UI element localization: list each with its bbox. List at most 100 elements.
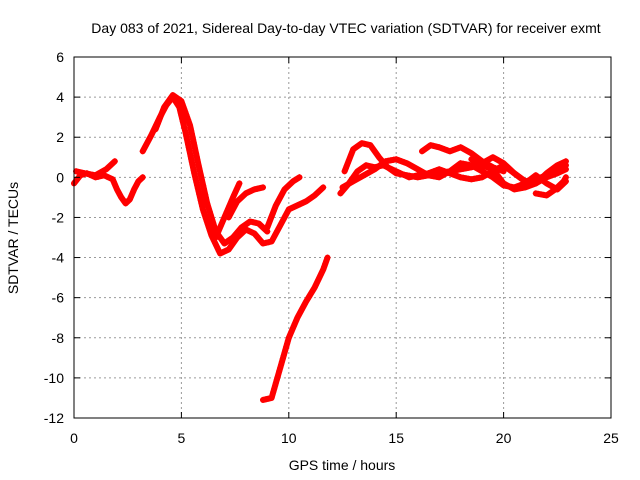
data-point-marker — [182, 127, 188, 134]
data-point-marker — [188, 127, 195, 134]
data-point-marker — [560, 167, 566, 174]
data-point-marker — [217, 223, 224, 229]
data-point-marker — [455, 173, 461, 180]
data-point-marker — [188, 130, 195, 137]
data-point-marker — [265, 395, 272, 402]
data-point-marker — [222, 247, 229, 254]
data-point-marker — [206, 208, 213, 215]
data-point-marker — [265, 221, 272, 228]
data-point-marker — [316, 274, 323, 281]
data-point-marker — [444, 147, 451, 154]
data-point-marker — [268, 394, 275, 401]
data-point-marker — [103, 173, 110, 180]
data-point-marker — [187, 153, 194, 160]
data-point-marker — [106, 175, 113, 181]
data-point-marker — [141, 145, 148, 152]
data-point-marker — [364, 141, 371, 148]
data-point-marker — [198, 174, 205, 180]
data-point-marker — [248, 187, 255, 194]
data-point-marker — [347, 154, 353, 161]
data-point-marker — [199, 179, 206, 186]
data-point-marker — [208, 214, 215, 221]
data-point-marker — [196, 191, 203, 198]
plot-frame — [73, 56, 612, 419]
data-point-marker — [430, 142, 437, 149]
data-point-marker — [196, 165, 203, 172]
data-point-marker — [194, 185, 201, 192]
y-tick-label: 0 — [56, 169, 64, 185]
data-point-marker — [194, 156, 201, 163]
data-point-marker — [278, 358, 285, 365]
series-arc-8 — [260, 254, 331, 403]
data-point-marker — [301, 301, 308, 308]
data-point-marker — [202, 215, 209, 222]
data-point-marker — [543, 174, 550, 181]
data-point-marker — [185, 116, 192, 123]
y-tick-label: -6 — [52, 290, 65, 306]
data-point-marker — [185, 144, 192, 151]
data-point-marker — [187, 122, 193, 129]
data-point-marker — [266, 219, 273, 225]
data-point-marker — [214, 231, 220, 238]
data-point-marker — [252, 219, 259, 226]
data-point-marker — [211, 222, 217, 229]
data-point-marker — [190, 164, 197, 171]
data-point-marker — [236, 180, 243, 187]
y-tick-label: -4 — [52, 250, 65, 266]
series-arc-5 — [212, 180, 243, 241]
data-point-marker — [199, 206, 206, 213]
data-point-marker — [320, 184, 327, 191]
data-point-marker — [343, 162, 350, 169]
data-point-marker — [114, 186, 120, 193]
data-point-marker — [287, 331, 293, 338]
data-point-marker — [212, 240, 219, 247]
data-point-marker — [452, 146, 459, 153]
y-tick-label: -2 — [52, 209, 65, 225]
data-point-marker — [254, 185, 261, 192]
data-point-marker — [233, 186, 240, 192]
data-point-marker — [231, 203, 238, 210]
data-point-marker — [441, 146, 448, 153]
data-point-marker — [158, 112, 164, 119]
data-point-marker — [251, 186, 258, 193]
data-point-marker — [288, 205, 295, 212]
data-point-marker — [220, 217, 227, 224]
data-point-marker — [479, 162, 486, 169]
data-point-marker — [206, 226, 213, 233]
data-point-marker — [275, 225, 282, 232]
data-point-marker — [265, 239, 272, 246]
data-point-marker — [199, 203, 206, 210]
data-point-marker — [289, 326, 296, 333]
data-point-marker — [280, 217, 287, 224]
data-point-marker — [204, 200, 211, 207]
data-point-marker — [226, 203, 233, 209]
data-point-marker — [202, 194, 209, 201]
data-point-marker — [205, 223, 212, 230]
data-point-marker — [271, 385, 278, 392]
data-point-marker — [257, 185, 264, 191]
data-point-marker — [228, 197, 235, 204]
data-point-marker — [277, 364, 284, 371]
data-point-marker — [358, 140, 365, 147]
data-point-marker — [322, 260, 329, 267]
data-point-marker — [270, 207, 277, 214]
data-point-marker — [195, 188, 202, 195]
series-arc-13 — [468, 156, 569, 193]
data-point-marker — [180, 121, 187, 128]
data-point-marker — [344, 160, 351, 166]
data-point-marker — [271, 233, 278, 240]
data-point-marker — [185, 141, 192, 148]
data-point-marker — [187, 150, 193, 157]
data-point-marker — [361, 140, 368, 147]
data-point-marker — [262, 396, 269, 403]
data-point-marker — [268, 213, 275, 220]
data-point-marker — [269, 210, 276, 217]
series-arc-14 — [532, 174, 569, 199]
data-point-marker — [207, 211, 214, 218]
data-point-marker — [132, 183, 139, 190]
data-point-marker — [557, 169, 564, 175]
data-point-marker — [271, 205, 278, 212]
y-tick-label: -8 — [52, 330, 65, 346]
data-point-marker — [315, 276, 322, 283]
